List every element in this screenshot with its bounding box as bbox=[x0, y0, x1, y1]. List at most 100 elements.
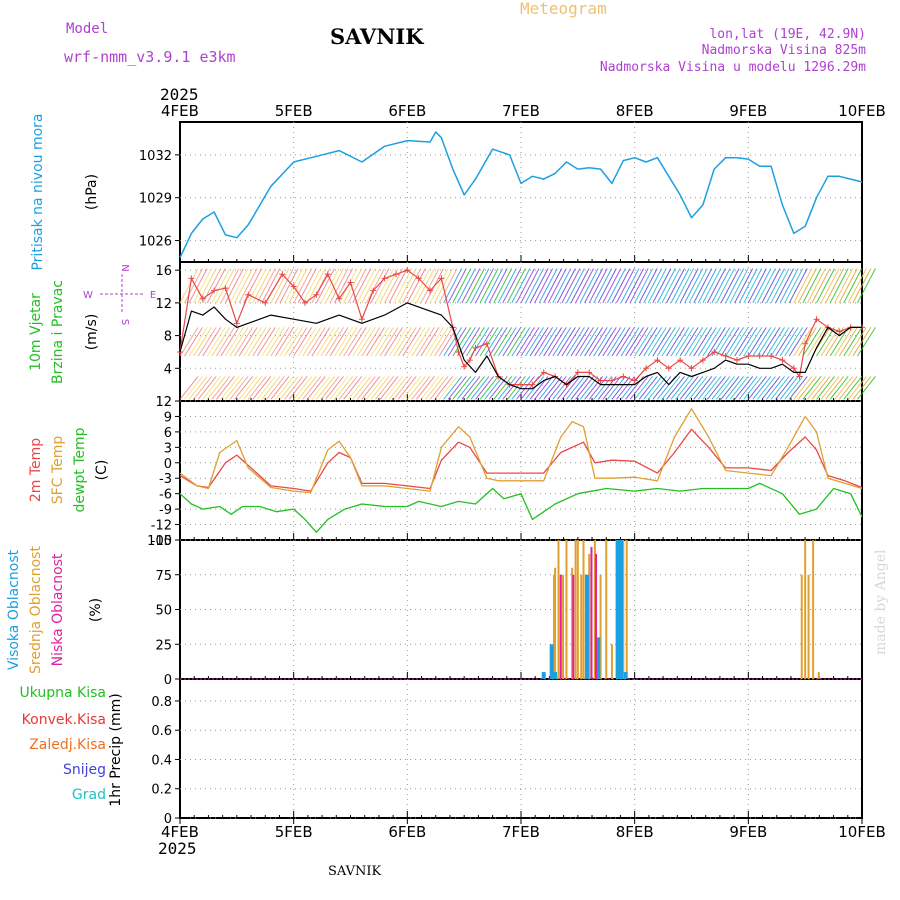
x-label-bottom: 4FEB bbox=[161, 823, 199, 841]
cloud-bar-srednja bbox=[552, 574, 555, 679]
wind-barb bbox=[375, 327, 394, 357]
wind-barb bbox=[729, 376, 749, 400]
wind-barb bbox=[761, 376, 781, 400]
wind-barb bbox=[656, 327, 676, 357]
wind-barb bbox=[716, 327, 735, 357]
wind-barb bbox=[320, 268, 340, 304]
wind-barb bbox=[743, 268, 763, 304]
wind-barb bbox=[297, 376, 317, 400]
wind-barb bbox=[197, 376, 217, 400]
wind-barb bbox=[325, 376, 344, 400]
wind-barb bbox=[456, 268, 476, 304]
wind-barb bbox=[816, 268, 835, 304]
y-tick-label: 1029 bbox=[139, 192, 172, 207]
wind-barb bbox=[306, 268, 326, 304]
wind-barb bbox=[429, 376, 449, 400]
wind-barb bbox=[538, 327, 558, 357]
wind-barb bbox=[725, 268, 745, 304]
wind-barb bbox=[320, 327, 340, 357]
wind-barb bbox=[306, 376, 326, 400]
y-tick-label: -15 bbox=[151, 534, 172, 549]
wind-barb bbox=[497, 327, 517, 357]
wind-barb bbox=[793, 268, 813, 304]
wind-barb bbox=[834, 376, 854, 400]
wind-barb bbox=[465, 268, 485, 304]
model-altitude-label: Nadmorska Visina u modelu 1296.29m bbox=[600, 60, 866, 75]
wind-barb bbox=[775, 376, 795, 400]
wind-barb bbox=[347, 268, 367, 304]
wind-barb bbox=[857, 376, 876, 400]
wind-barb bbox=[579, 268, 599, 304]
wind-barb bbox=[634, 327, 654, 357]
wind-barb bbox=[688, 327, 708, 357]
wind-barb bbox=[275, 376, 294, 400]
wind-barb bbox=[525, 376, 544, 400]
wind-barb bbox=[552, 268, 572, 304]
wind-barb bbox=[234, 327, 253, 357]
wind-gust-marker bbox=[336, 295, 343, 302]
wind-gust-marker bbox=[427, 287, 434, 294]
wind-gust-marker bbox=[733, 357, 740, 364]
wind-gust-marker bbox=[711, 348, 718, 355]
wind-barb bbox=[611, 327, 631, 357]
wind-barb bbox=[711, 376, 731, 400]
wind-barb bbox=[729, 268, 749, 304]
wind-barb bbox=[316, 376, 335, 400]
wind-gust-marker bbox=[756, 353, 763, 360]
wind-barb bbox=[811, 376, 831, 400]
wind-gust-marker bbox=[654, 357, 661, 364]
y-tick-label: -3 bbox=[159, 472, 172, 487]
wind-barb bbox=[747, 268, 767, 304]
wind-barb bbox=[234, 376, 253, 400]
wind-barb bbox=[475, 327, 494, 357]
wind-barb bbox=[647, 327, 667, 357]
wind-gust-marker bbox=[665, 365, 672, 372]
wind-barb bbox=[666, 327, 685, 357]
wind-barb bbox=[466, 327, 485, 357]
wind-barb bbox=[352, 376, 372, 400]
wind-barb bbox=[484, 376, 504, 400]
wind-gust-marker bbox=[358, 316, 365, 323]
cloud-bar-srednja bbox=[576, 540, 579, 679]
wind-gust-marker bbox=[796, 373, 803, 380]
x-label-top: 5FEB bbox=[275, 102, 313, 120]
wind-barb bbox=[425, 376, 444, 400]
wind-barb bbox=[329, 268, 349, 304]
wind-barb bbox=[806, 268, 826, 304]
wind-barb bbox=[416, 376, 435, 400]
wind-barb bbox=[366, 376, 385, 400]
y-tick-label: 16 bbox=[155, 264, 172, 279]
wind-barb bbox=[784, 268, 804, 304]
wind-barb bbox=[816, 327, 835, 357]
wind-barb bbox=[711, 268, 731, 304]
wind-barb bbox=[775, 327, 795, 357]
wind-barb bbox=[379, 327, 399, 357]
y-tick-label: 0.4 bbox=[151, 753, 172, 768]
x-label-bottom: 9FEB bbox=[729, 823, 767, 841]
wind-barb bbox=[256, 268, 276, 304]
wind-gust-marker bbox=[745, 353, 752, 360]
wind-barb bbox=[302, 376, 322, 400]
wind-barb bbox=[807, 327, 826, 357]
cloud-bar-visoka bbox=[549, 644, 554, 679]
wind-barb bbox=[234, 268, 254, 304]
wind-barb bbox=[497, 268, 517, 304]
cloud-bar-srednja bbox=[599, 574, 602, 679]
wind-barb bbox=[284, 376, 303, 400]
wind-barb bbox=[688, 376, 708, 400]
wind-barb bbox=[566, 268, 585, 304]
wind-barb bbox=[625, 268, 645, 304]
wind-barb bbox=[534, 327, 554, 357]
wind-barb bbox=[279, 327, 299, 357]
wind-barb bbox=[625, 327, 644, 357]
wind-barb bbox=[479, 268, 499, 304]
wind-barb bbox=[188, 327, 208, 357]
wind-barb bbox=[675, 268, 695, 304]
wind-barb bbox=[470, 268, 490, 304]
wind-gust-marker bbox=[688, 365, 695, 372]
wind-barb bbox=[225, 327, 244, 357]
wind-barb bbox=[338, 327, 358, 357]
wind-barb bbox=[720, 376, 740, 400]
wind-barb bbox=[606, 327, 626, 357]
